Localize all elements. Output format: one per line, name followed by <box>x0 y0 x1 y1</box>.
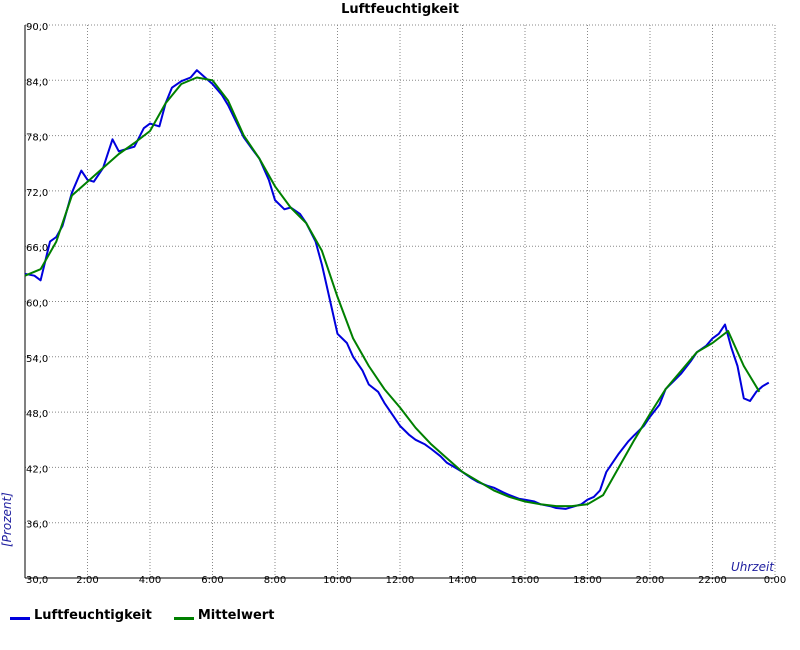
legend-label-luftfeuchtigkeit: Luftfeuchtigkeit <box>34 608 152 623</box>
series-line-mittelwert <box>24 76 761 508</box>
y-tick-label: 42,0 <box>26 464 48 475</box>
x-tick-label: 18:00 <box>573 575 602 586</box>
x-axis-label: Uhrzeit <box>731 560 775 574</box>
axes <box>24 25 775 579</box>
y-tick-label: 30,0 <box>26 575 48 586</box>
legend-item-mittelwert: Mittelwert <box>173 608 275 623</box>
chart-title: Luftfeuchtigkeit <box>341 2 459 17</box>
y-tick-label: 66,0 <box>26 243 48 254</box>
y-tick-label: 84,0 <box>26 77 48 88</box>
x-tick-label: 6:00 <box>201 575 223 586</box>
x-tick-labels: 2:00 4:00 6:00 8:00 10:00 12:00 14:00 16:00 18:0… <box>76 575 786 586</box>
x-tick-label: 12:00 <box>386 575 415 586</box>
legend-swatch-luftfeuchtigkeit <box>10 616 30 620</box>
series-lines <box>24 69 770 510</box>
legend: Luftfeuchtigkeit Mittelwert <box>10 608 274 623</box>
y-tick-label: 60,0 <box>26 299 48 310</box>
y-tick-label: 90,0 <box>26 22 48 33</box>
y-axis-label: [Prozent] <box>0 492 14 547</box>
legend-label-mittelwert: Mittelwert <box>197 608 275 623</box>
y-tick-label: 36,0 <box>26 520 48 531</box>
y-tick-label: 78,0 <box>26 133 48 144</box>
x-tick-label: 14:00 <box>448 575 477 586</box>
y-tick-labels: 30,0 36,0 42,0 48,0 54,0 60,0 66,0 72,0 78,0 84,0… <box>26 22 48 586</box>
legend-item-luftfeuchtigkeit: Luftfeuchtigkeit <box>10 608 152 623</box>
x-tick-label: 20:00 <box>636 575 665 586</box>
x-tick-label: 16:00 <box>511 575 540 586</box>
x-tick-label: 10:00 <box>323 575 352 586</box>
x-tick-label: 2:00 <box>76 575 98 586</box>
y-tick-label: 72,0 <box>26 188 48 199</box>
grid-lines <box>25 24 776 578</box>
y-tick-label: 54,0 <box>26 354 48 365</box>
y-tick-label: 48,0 <box>26 409 48 420</box>
x-tick-label: 4:00 <box>139 575 161 586</box>
legend-swatch-mittelwert <box>173 616 194 620</box>
x-tick-label: 22:00 <box>698 575 727 586</box>
x-tick-label: 8:00 <box>264 575 286 586</box>
x-tick-label: 0:00 <box>764 575 786 586</box>
